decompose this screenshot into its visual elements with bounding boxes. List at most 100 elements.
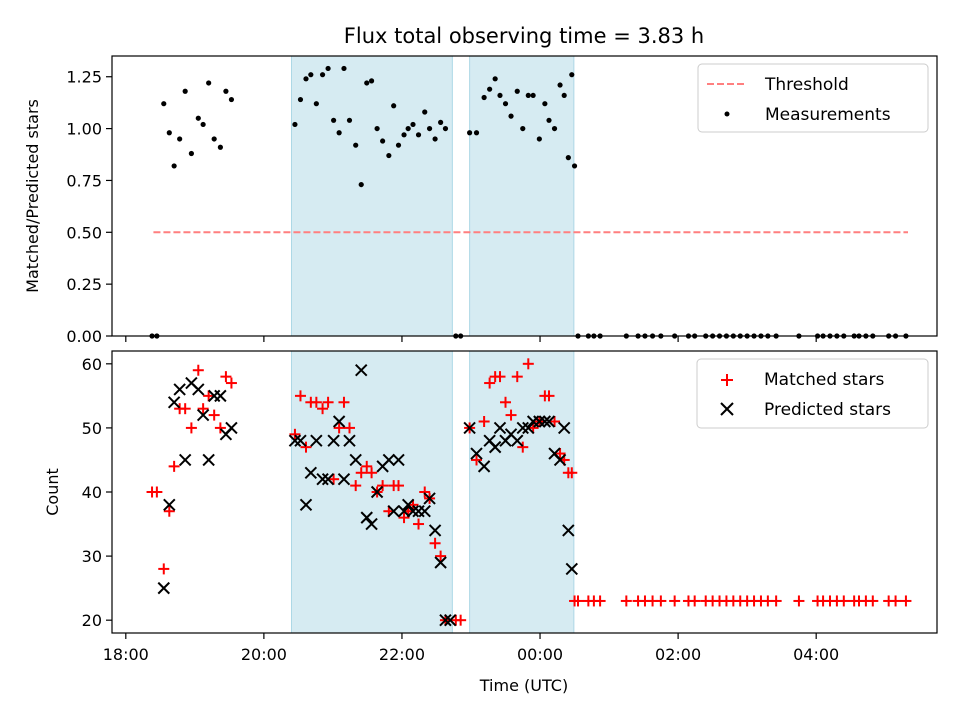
predicted-star-point bbox=[522, 421, 535, 435]
bottom-y-tick-label: 40 bbox=[82, 483, 102, 502]
measurement-point bbox=[353, 142, 359, 148]
predicted-star-point bbox=[444, 613, 457, 627]
bottom-y-tick-label: 60 bbox=[82, 355, 102, 374]
predicted-star-point bbox=[470, 447, 483, 460]
measurement-point bbox=[211, 136, 217, 142]
matched-star-point bbox=[398, 512, 410, 524]
predicted-star-point bbox=[157, 581, 170, 595]
measurement-point bbox=[391, 103, 397, 109]
matched-star-point bbox=[867, 595, 879, 607]
matched-star-point bbox=[343, 422, 355, 434]
matched-star-point bbox=[500, 396, 512, 408]
matched-star-point bbox=[393, 480, 405, 492]
predicted-star-point bbox=[418, 505, 431, 518]
matched-star-point bbox=[471, 454, 483, 466]
predicted-star-point bbox=[173, 383, 186, 396]
matched-star-point bbox=[517, 441, 529, 453]
matched-star-point bbox=[793, 595, 805, 607]
measurement-point bbox=[374, 125, 380, 132]
matched-star-point bbox=[484, 377, 496, 389]
matched-star-point bbox=[511, 371, 523, 383]
bottom-x-tick-label: 00:00 bbox=[517, 645, 563, 664]
measurement-point bbox=[546, 117, 552, 123]
predicted-star-point bbox=[533, 415, 546, 428]
matched-star-point bbox=[413, 518, 425, 530]
matched-star-point bbox=[554, 448, 566, 460]
measurement-point bbox=[542, 101, 548, 107]
measurement-point bbox=[401, 132, 407, 138]
predicted-star-point bbox=[542, 415, 556, 428]
top-shaded-region bbox=[469, 55, 575, 337]
matched-star-point bbox=[310, 396, 322, 408]
top-y-tick-label: 0.00 bbox=[66, 327, 102, 346]
matched-star-point bbox=[522, 358, 534, 370]
matched-star-point bbox=[478, 416, 490, 427]
predicted-star-point bbox=[316, 472, 329, 486]
measurement-point bbox=[536, 136, 542, 142]
measurement-point bbox=[223, 88, 229, 94]
matched-star-point bbox=[350, 480, 362, 492]
measurement-point bbox=[473, 130, 480, 136]
top-x-axis bbox=[125, 336, 817, 342]
measurement-point bbox=[368, 78, 375, 84]
matched-star-point bbox=[185, 422, 197, 434]
measurement-point bbox=[481, 94, 487, 101]
matched-star-point bbox=[214, 422, 226, 434]
matched-star-point bbox=[838, 595, 850, 607]
matched-star-point bbox=[419, 486, 431, 498]
predicted-star-point bbox=[439, 613, 452, 627]
top-axes-frame bbox=[111, 55, 938, 337]
predicted-star-point bbox=[163, 498, 176, 512]
predicted-star-point bbox=[382, 453, 396, 467]
measurement-point bbox=[520, 125, 526, 132]
predicted-star-point bbox=[538, 415, 552, 428]
measurement-point bbox=[415, 132, 422, 138]
bottom-panel: 20 30 40 50 60 18:00 20:00 22:00 00:00 02:00 04:0… bbox=[43, 350, 938, 695]
matched-star-point bbox=[361, 460, 373, 472]
measurement-point bbox=[380, 138, 386, 144]
measurement-point bbox=[405, 125, 411, 132]
measurement-point bbox=[341, 65, 347, 72]
measurement-point bbox=[502, 101, 509, 107]
matched-star-point bbox=[328, 473, 340, 485]
measurement-point bbox=[565, 155, 571, 161]
matched-star-point bbox=[655, 595, 667, 607]
predicted-star-point bbox=[428, 524, 442, 537]
predicted-star-point bbox=[343, 434, 356, 447]
matched-star-point bbox=[322, 396, 334, 408]
top-shaded-region bbox=[290, 55, 453, 337]
measurement-point bbox=[467, 130, 473, 136]
matched-star-point bbox=[455, 614, 467, 626]
measurement-point bbox=[297, 96, 304, 103]
measurement-point bbox=[336, 130, 342, 136]
predicted-star-point bbox=[294, 434, 307, 447]
measurement-point bbox=[177, 136, 183, 142]
bottom-y-tick-label: 20 bbox=[82, 611, 102, 630]
bottom-x-tick-label: 04:00 bbox=[793, 645, 839, 664]
predicted-star-point bbox=[406, 505, 420, 518]
measurement-point bbox=[182, 88, 188, 94]
measurement-point bbox=[206, 80, 212, 86]
measurement-point bbox=[497, 92, 503, 99]
predicted-star-point bbox=[397, 505, 411, 518]
top-y-axis: 0.00 0.25 0.50 0.75 1.00 1.25 bbox=[66, 68, 112, 346]
top-shaded-regions bbox=[290, 55, 575, 337]
predicted-star-point bbox=[423, 492, 436, 505]
bottom-legend-box bbox=[696, 358, 929, 429]
bottom-shaded-regions bbox=[290, 350, 575, 634]
matched-star-point bbox=[669, 595, 681, 607]
predicted-legend-label: Predicted stars bbox=[764, 400, 891, 420]
matched-star-point bbox=[377, 480, 389, 492]
bottom-y-axis-label: Count bbox=[43, 468, 62, 516]
matched-star-point bbox=[338, 396, 350, 408]
matched-star-point bbox=[208, 409, 220, 421]
bottom-shaded-region bbox=[469, 350, 575, 634]
measurements-legend-swatch bbox=[724, 111, 730, 117]
matched-star-point bbox=[333, 422, 345, 434]
matched-star-point bbox=[294, 390, 306, 402]
predicted-star-point bbox=[434, 556, 447, 569]
matched-star-point bbox=[435, 550, 447, 562]
bottom-x-tick-label: 18:00 bbox=[103, 645, 149, 664]
predicted-star-point bbox=[488, 440, 502, 454]
